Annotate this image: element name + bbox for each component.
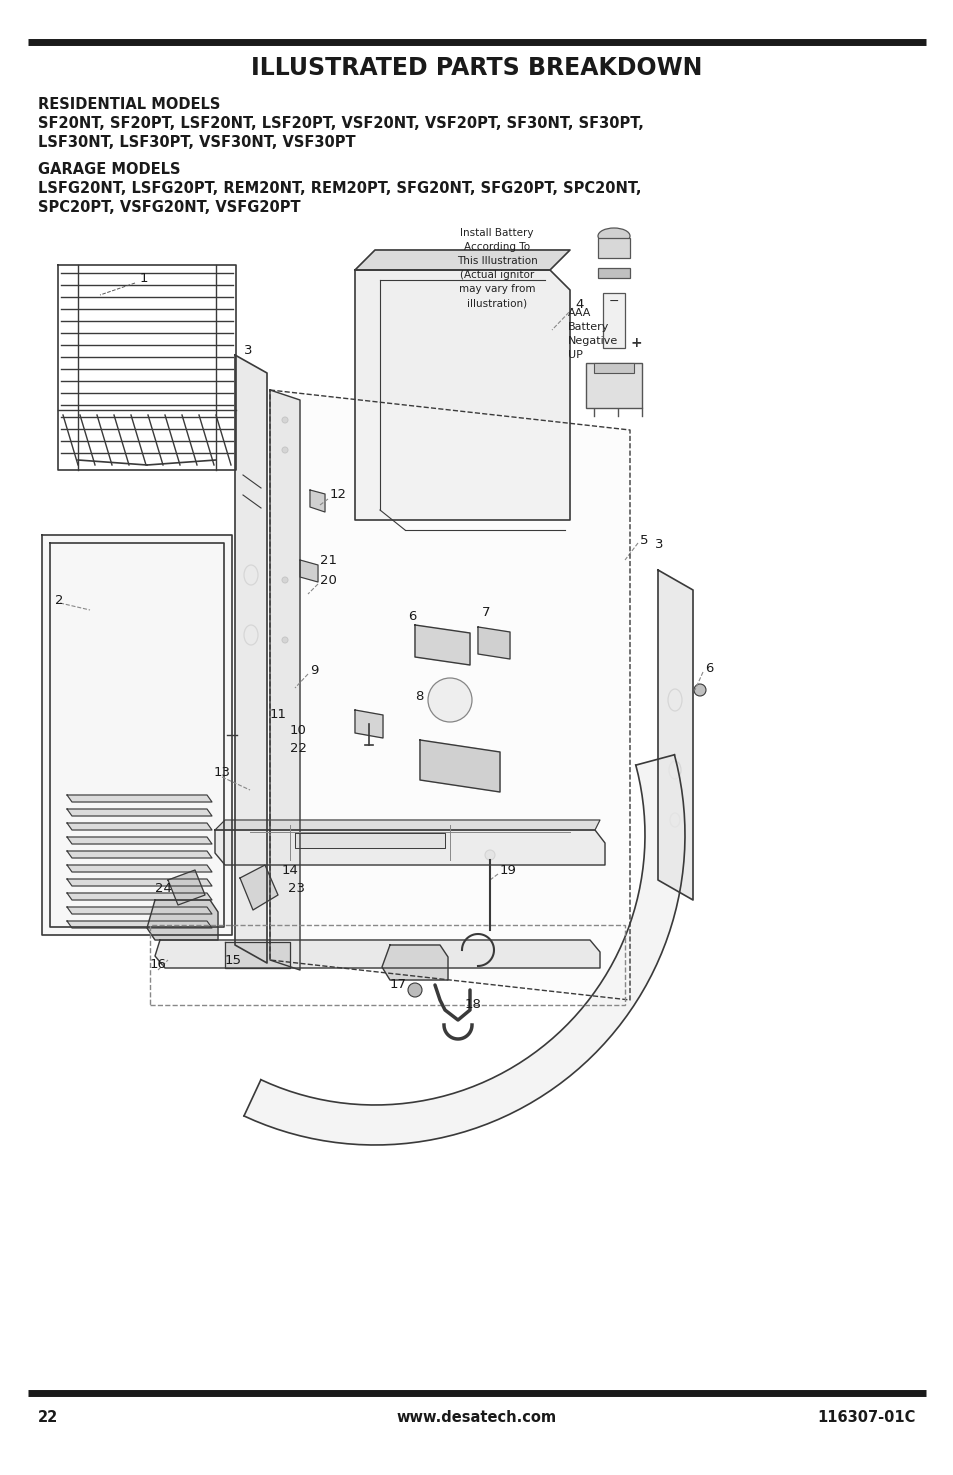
Text: 5: 5	[639, 534, 648, 547]
Polygon shape	[67, 808, 212, 816]
Polygon shape	[67, 892, 212, 900]
Text: Negative: Negative	[567, 336, 618, 347]
Text: 22: 22	[290, 742, 307, 755]
Circle shape	[282, 417, 288, 423]
Text: (Actual ignitor: (Actual ignitor	[459, 270, 534, 280]
Text: 20: 20	[319, 574, 336, 587]
Text: RESIDENTIAL MODELS: RESIDENTIAL MODELS	[38, 97, 220, 112]
Polygon shape	[67, 851, 212, 858]
Circle shape	[693, 684, 705, 696]
Text: 2: 2	[55, 593, 64, 606]
Text: SF20NT, SF20PT, LSF20NT, LSF20PT, VSF20NT, VSF20PT, SF30NT, SF30PT,: SF20NT, SF20PT, LSF20NT, LSF20PT, VSF20N…	[38, 117, 643, 131]
Polygon shape	[147, 900, 218, 940]
Text: www.desatech.com: www.desatech.com	[396, 1410, 557, 1425]
Circle shape	[177, 910, 193, 926]
Circle shape	[282, 447, 288, 453]
Polygon shape	[381, 945, 448, 979]
Text: AAA: AAA	[567, 308, 591, 319]
Text: 1: 1	[140, 271, 149, 285]
Polygon shape	[415, 625, 470, 665]
Text: SPC20PT, VSFG20NT, VSFG20PT: SPC20PT, VSFG20NT, VSFG20PT	[38, 201, 300, 215]
Circle shape	[484, 850, 495, 860]
Polygon shape	[355, 249, 569, 270]
Text: 22: 22	[38, 1410, 58, 1425]
Text: 11: 11	[270, 708, 287, 721]
Polygon shape	[67, 920, 212, 928]
Polygon shape	[214, 820, 599, 830]
Circle shape	[457, 761, 472, 774]
Bar	[602, 294, 624, 348]
Bar	[598, 268, 629, 277]
Polygon shape	[67, 836, 212, 844]
Text: 10: 10	[290, 724, 307, 736]
Polygon shape	[477, 627, 510, 659]
Text: 9: 9	[310, 664, 318, 677]
Text: GARAGE MODELS: GARAGE MODELS	[38, 162, 180, 177]
Text: 3: 3	[244, 344, 253, 357]
Polygon shape	[67, 864, 212, 872]
Text: may vary from: may vary from	[458, 285, 535, 294]
Ellipse shape	[598, 229, 629, 243]
Circle shape	[475, 758, 495, 777]
Polygon shape	[214, 830, 604, 864]
Polygon shape	[355, 270, 569, 521]
Text: ILLUSTRATED PARTS BREAKDOWN: ILLUSTRATED PARTS BREAKDOWN	[251, 56, 702, 80]
Text: 116307-01C: 116307-01C	[817, 1410, 915, 1425]
Polygon shape	[658, 569, 692, 900]
Text: Battery: Battery	[567, 322, 609, 332]
Circle shape	[282, 637, 288, 643]
Bar	[598, 237, 629, 258]
Text: 8: 8	[415, 690, 423, 704]
Polygon shape	[244, 755, 684, 1145]
Text: According To: According To	[463, 242, 530, 252]
Polygon shape	[67, 879, 212, 886]
Text: 3: 3	[655, 538, 662, 552]
Text: 19: 19	[499, 863, 517, 876]
Text: 24: 24	[154, 882, 172, 894]
Bar	[585, 363, 641, 409]
Text: illustration): illustration)	[466, 298, 526, 308]
Text: This Illustration: This Illustration	[456, 257, 537, 266]
Text: 14: 14	[282, 863, 298, 876]
Text: UP: UP	[567, 350, 582, 360]
Polygon shape	[270, 389, 299, 971]
Text: 4: 4	[575, 298, 583, 311]
Polygon shape	[154, 940, 599, 968]
Polygon shape	[67, 907, 212, 914]
Text: 6: 6	[408, 611, 416, 624]
Text: 6: 6	[704, 661, 713, 674]
Text: 23: 23	[288, 882, 305, 894]
Text: 21: 21	[319, 553, 336, 566]
Text: Install Battery: Install Battery	[459, 229, 533, 237]
Text: LSF30NT, LSF30PT, VSF30NT, VSF30PT: LSF30NT, LSF30PT, VSF30NT, VSF30PT	[38, 136, 355, 150]
Polygon shape	[225, 943, 290, 968]
Polygon shape	[67, 823, 212, 830]
Polygon shape	[299, 560, 317, 583]
Polygon shape	[42, 535, 232, 935]
Text: 7: 7	[481, 606, 490, 619]
Polygon shape	[67, 795, 212, 802]
Circle shape	[408, 982, 421, 997]
Polygon shape	[270, 389, 629, 1000]
Text: 13: 13	[213, 767, 231, 779]
Text: +: +	[630, 336, 642, 350]
Circle shape	[282, 577, 288, 583]
Text: LSFG20NT, LSFG20PT, REM20NT, REM20PT, SFG20NT, SFG20PT, SPC20NT,: LSFG20NT, LSFG20PT, REM20NT, REM20PT, SF…	[38, 181, 640, 196]
Polygon shape	[355, 709, 382, 738]
Text: −: −	[608, 295, 618, 307]
Polygon shape	[240, 864, 277, 910]
Polygon shape	[234, 355, 267, 963]
Polygon shape	[419, 740, 499, 792]
Text: 12: 12	[330, 488, 347, 502]
Text: 18: 18	[464, 999, 481, 1012]
Text: 17: 17	[390, 978, 407, 991]
Polygon shape	[168, 870, 205, 906]
Polygon shape	[294, 833, 444, 848]
Text: 16: 16	[150, 959, 167, 972]
Bar	[150, 925, 624, 1004]
Text: 15: 15	[225, 953, 242, 966]
Polygon shape	[310, 490, 325, 512]
Bar	[594, 363, 634, 373]
Circle shape	[428, 678, 472, 721]
